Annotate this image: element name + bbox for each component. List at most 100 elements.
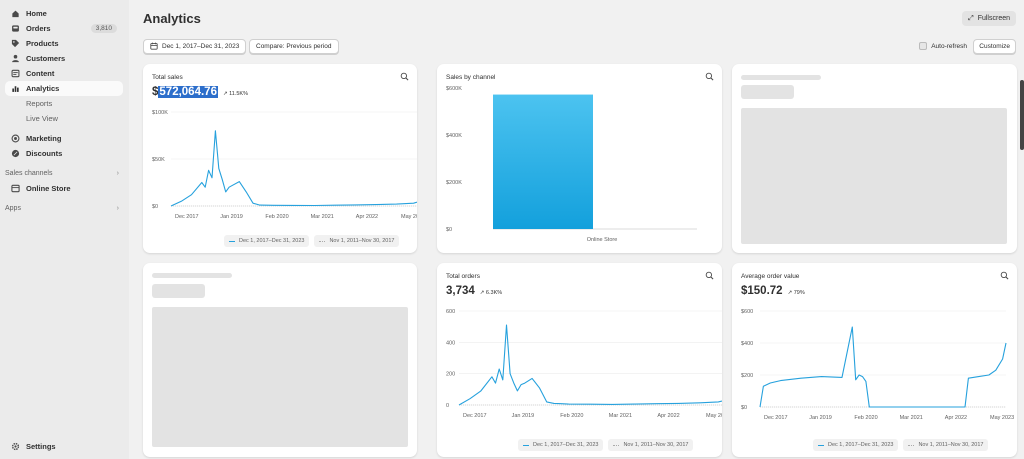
y-tick-label: $400K xyxy=(446,133,462,139)
current-period-series-line xyxy=(759,326,1007,408)
legend-current-period[interactable]: Dec 1, 2017–Dec 31, 2023 xyxy=(518,439,604,451)
skeleton-chart xyxy=(152,307,408,447)
card-title: Sales by channel xyxy=(446,74,496,81)
trend-indicator: ↗ 6.3K% xyxy=(479,290,503,296)
sidebar-item-home[interactable]: Home xyxy=(5,6,123,21)
sidebar-item-marketing[interactable]: Marketing xyxy=(5,131,123,146)
sidebar-subitem-live-view[interactable]: Live View xyxy=(26,114,58,123)
sidebar-item-label: Home xyxy=(26,9,47,18)
target-icon xyxy=(11,134,20,143)
legend-previous-period[interactable]: Nov 1, 2011–Nov 30, 2017 xyxy=(903,439,989,451)
total-orders-line-chart: 0 200 400 600 Dec 2017 Jan 2019 Feb 2020 Mar 20… xyxy=(446,309,722,419)
legend-previous-period[interactable]: Nov 1, 2011–Nov 30, 2017 xyxy=(314,235,400,247)
chevron-right-icon: › xyxy=(116,170,119,177)
fullscreen-button[interactable]: ⤢ Fullscreen xyxy=(962,11,1016,26)
loading-card-2 xyxy=(143,263,417,457)
legend-label: Dec 1, 2017–Dec 31, 2023 xyxy=(828,442,894,448)
y-tick-label: 0 xyxy=(446,403,449,409)
auto-refresh-toggle[interactable]: Auto-refresh xyxy=(919,42,967,50)
x-tick-label: Dec 2017 xyxy=(175,214,199,220)
x-category-label: Online Store xyxy=(587,237,618,243)
home-icon xyxy=(11,9,20,18)
compare-period-button[interactable]: Compare: Previous period xyxy=(249,39,339,54)
x-tick-label: Mar 2021 xyxy=(900,415,923,421)
legend-current-period[interactable]: Dec 1, 2017–Dec 31, 2023 xyxy=(224,235,310,247)
explore-icon[interactable] xyxy=(1000,271,1009,280)
y-tick-label: $200 xyxy=(741,373,753,379)
sidebar-item-label: Orders xyxy=(26,24,51,33)
skeleton-value xyxy=(152,284,205,298)
legend-label: Dec 1, 2017–Dec 31, 2023 xyxy=(533,442,599,448)
main-content: Analytics ⤢ Fullscreen Dec 1, 2017–Dec 3… xyxy=(129,0,1024,459)
trend-indicator: ↗ 79% xyxy=(787,290,805,296)
sidebar-item-discounts[interactable]: Discounts xyxy=(5,146,123,161)
explore-icon[interactable] xyxy=(705,72,714,81)
sidebar-item-settings[interactable]: Settings xyxy=(5,439,123,454)
total-orders-card: Total orders 3,734 ↗ 6.3K% 0 200 400 600 Dec… xyxy=(437,263,722,457)
total-sales-value: $ 572,064.76 ↗ 11.5K% xyxy=(152,86,248,98)
y-tick-label: $50K xyxy=(152,157,165,163)
sidebar-item-orders[interactable]: Orders 3,810 xyxy=(5,21,123,36)
y-tick-label: $0 xyxy=(741,405,747,411)
sidebar-item-label: Marketing xyxy=(26,134,62,143)
sidebar: Home Orders 3,810 Products Customers Content A… xyxy=(0,0,129,459)
sidebar-item-customers[interactable]: Customers xyxy=(5,51,123,66)
x-tick-label: May 2023 xyxy=(401,214,417,220)
legend-current-period[interactable]: Dec 1, 2017–Dec 31, 2023 xyxy=(813,439,899,451)
x-tick-label: Mar 2021 xyxy=(311,214,334,220)
expand-icon: ⤢ xyxy=(968,14,974,22)
bar-online-store xyxy=(493,94,593,229)
auto-refresh-label: Auto-refresh xyxy=(931,42,967,50)
y-tick-label: $600 xyxy=(741,309,753,315)
value-text: 3,734 xyxy=(446,285,475,297)
sidebar-item-online-store[interactable]: Online Store xyxy=(5,181,123,196)
legend-previous-period[interactable]: Nov 1, 2011–Nov 30, 2017 xyxy=(608,439,694,451)
x-tick-label: Apr 2022 xyxy=(356,214,378,220)
x-tick-label: Dec 2017 xyxy=(463,413,487,419)
skeleton-title xyxy=(741,75,821,80)
y-tick-label: 200 xyxy=(446,372,455,378)
sidebar-item-products[interactable]: Products xyxy=(5,36,123,51)
x-tick-label: Jan 2019 xyxy=(220,214,243,220)
skeleton-chart xyxy=(741,108,1007,244)
explore-icon[interactable] xyxy=(705,271,714,280)
count-badge: 3,810 xyxy=(90,24,117,33)
page-title: Analytics xyxy=(143,11,201,26)
x-tick-label: Jan 2019 xyxy=(809,415,832,421)
x-tick-label: May 2023 xyxy=(706,413,722,419)
page-scrollbar[interactable] xyxy=(1020,80,1024,150)
x-tick-label: Apr 2022 xyxy=(657,413,679,419)
customize-button[interactable]: Customize xyxy=(973,39,1016,54)
explore-icon[interactable] xyxy=(400,72,409,81)
auto-refresh-checkbox[interactable] xyxy=(919,42,928,50)
sidebar-item-analytics[interactable]: Analytics xyxy=(5,81,123,96)
sales-channels-label: Sales channels xyxy=(5,170,53,177)
sidebar-item-content[interactable]: Content xyxy=(5,66,123,81)
y-tick-label: $200K xyxy=(446,180,462,186)
apps-header[interactable]: Apps › xyxy=(0,201,129,216)
x-tick-label: Feb 2020 xyxy=(854,415,877,421)
x-tick-label: Apr 2022 xyxy=(945,415,967,421)
skeleton-title xyxy=(152,273,232,278)
x-tick-label: Jan 2019 xyxy=(512,413,535,419)
sales-channels-header[interactable]: Sales channels › xyxy=(0,166,129,181)
x-tick-label: Mar 2021 xyxy=(609,413,632,419)
orders-icon xyxy=(11,24,20,33)
person-icon xyxy=(11,54,20,63)
total-orders-value: 3,734 ↗ 6.3K% xyxy=(446,285,502,297)
y-tick-label: $400 xyxy=(741,341,753,347)
total-sales-card: Total sales $ 572,064.76 ↗ 11.5K% $0 $50K… xyxy=(143,64,417,253)
y-tick-label: 600 xyxy=(446,309,455,315)
total-sales-line-chart: $0 $50K $100K Dec 2017 Jan 2019 Feb 2020 Mar 2… xyxy=(152,110,417,220)
chart-icon xyxy=(11,84,20,93)
trend-indicator: ↗ 11.5K% xyxy=(222,91,248,97)
y-tick-label: $600K xyxy=(446,86,462,92)
chart-legend: Dec 1, 2017–Dec 31, 2023 Nov 1, 2011–Nov… xyxy=(224,235,400,247)
date-range-button[interactable]: Dec 1, 2017–Dec 31, 2023 xyxy=(143,39,247,54)
sidebar-subitem-reports[interactable]: Reports xyxy=(26,99,53,108)
y-tick-label: $100K xyxy=(152,110,168,116)
tag-icon xyxy=(11,39,20,48)
y-tick-label: $0 xyxy=(446,227,452,233)
selected-value-text: 572,064.76 xyxy=(158,86,218,98)
sidebar-item-label: Customers xyxy=(26,54,66,63)
